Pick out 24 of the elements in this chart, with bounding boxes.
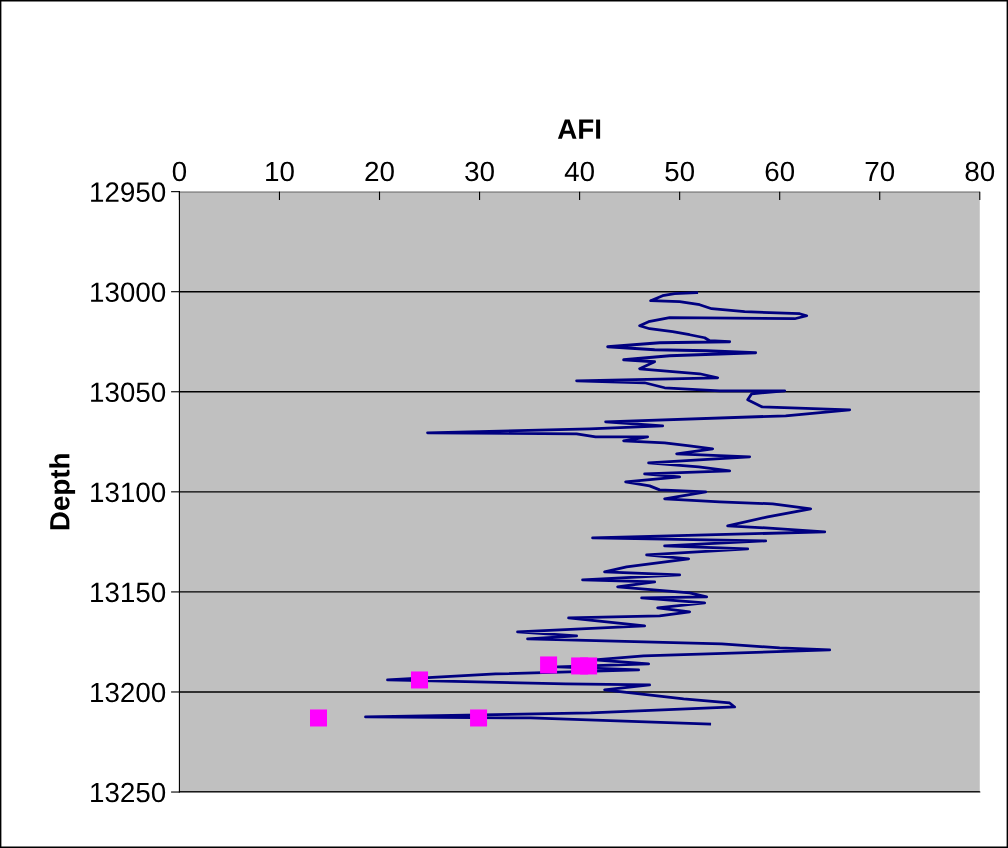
x-tick-label: 50 <box>665 161 695 182</box>
x-tick-label: 20 <box>365 161 394 182</box>
point <box>309 709 327 727</box>
point <box>540 656 558 674</box>
y-tick-label: 13000 <box>91 282 166 303</box>
x-tick-label: 30 <box>465 161 494 182</box>
point <box>470 709 488 727</box>
x-tick-label: 0 <box>172 161 187 182</box>
x-tick-label: 40 <box>564 161 594 182</box>
y-tick-label: 13050 <box>91 382 166 403</box>
x-axis-title: AFI <box>557 119 601 139</box>
y-axis-title: Depth <box>49 454 76 530</box>
x-tick-label: 80 <box>965 161 995 182</box>
y-tick-label: 12950 <box>91 182 166 202</box>
y-tick-label: 13150 <box>91 582 166 603</box>
line-series <box>364 291 852 726</box>
point <box>580 657 598 675</box>
x-tick-label: 10 <box>266 161 294 182</box>
x-tick-label: 70 <box>865 161 895 182</box>
y-tick-label: 13200 <box>91 682 166 703</box>
x-tick-label: 60 <box>765 161 795 182</box>
point <box>411 671 429 689</box>
y-tick-label: 13100 <box>91 482 166 503</box>
y-tick-label: 13250 <box>91 782 166 803</box>
